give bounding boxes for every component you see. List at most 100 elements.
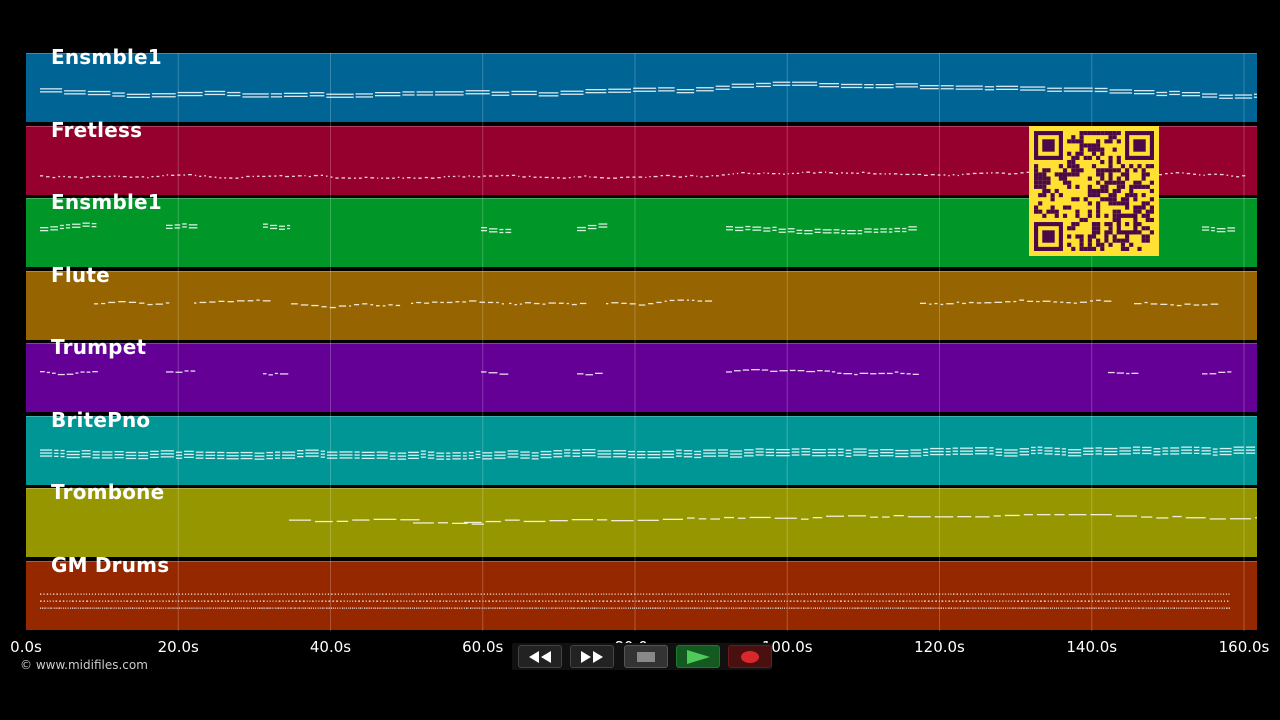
note bbox=[262, 175, 266, 178]
note bbox=[776, 607, 778, 609]
note bbox=[163, 593, 165, 595]
note bbox=[200, 593, 202, 595]
fast-forward-button[interactable] bbox=[570, 645, 614, 668]
note bbox=[1026, 593, 1028, 595]
note bbox=[659, 607, 661, 609]
note bbox=[1132, 452, 1141, 454]
note bbox=[489, 228, 498, 230]
note bbox=[1037, 446, 1043, 448]
note bbox=[806, 370, 816, 373]
note bbox=[1205, 607, 1207, 609]
note bbox=[597, 593, 599, 595]
note bbox=[373, 607, 375, 609]
note bbox=[1097, 607, 1099, 609]
note bbox=[833, 229, 840, 231]
note bbox=[352, 593, 354, 595]
note bbox=[562, 177, 566, 179]
note bbox=[178, 593, 180, 595]
note bbox=[425, 607, 427, 609]
note bbox=[179, 607, 181, 609]
note bbox=[929, 303, 932, 305]
note bbox=[1198, 607, 1200, 609]
note bbox=[325, 600, 327, 602]
note bbox=[375, 92, 401, 94]
note bbox=[1203, 607, 1205, 609]
note bbox=[1144, 301, 1148, 304]
note bbox=[737, 607, 739, 609]
note bbox=[471, 607, 473, 609]
note bbox=[1233, 446, 1244, 448]
note bbox=[567, 600, 569, 602]
note bbox=[1037, 449, 1043, 451]
note bbox=[488, 175, 493, 177]
note bbox=[481, 227, 487, 229]
note bbox=[1001, 172, 1005, 174]
note bbox=[1227, 230, 1236, 232]
note bbox=[391, 607, 393, 609]
note bbox=[1130, 607, 1132, 609]
note bbox=[1211, 230, 1215, 232]
note bbox=[919, 88, 939, 90]
note bbox=[251, 593, 254, 595]
note bbox=[753, 607, 755, 609]
note bbox=[804, 233, 813, 235]
note bbox=[638, 304, 646, 306]
time-axis: 0.0s20.0s40.0s60.0s80.0s100.0s120.0s140.… bbox=[0, 638, 1280, 658]
play-button[interactable] bbox=[676, 645, 720, 668]
note bbox=[1128, 593, 1130, 595]
note bbox=[1108, 371, 1115, 374]
note bbox=[441, 607, 443, 609]
note bbox=[46, 176, 50, 178]
note bbox=[568, 593, 570, 595]
note bbox=[235, 607, 237, 609]
note bbox=[381, 177, 384, 179]
note bbox=[558, 607, 560, 609]
note bbox=[435, 91, 464, 93]
note bbox=[764, 600, 766, 602]
note bbox=[1019, 448, 1029, 450]
note bbox=[948, 600, 951, 602]
note bbox=[879, 173, 882, 175]
note bbox=[389, 455, 396, 457]
note bbox=[293, 607, 295, 609]
note bbox=[1111, 600, 1114, 602]
note bbox=[1020, 86, 1046, 88]
note bbox=[888, 593, 890, 595]
note bbox=[1145, 607, 1147, 609]
note bbox=[1149, 607, 1151, 609]
note bbox=[364, 607, 365, 609]
note bbox=[242, 593, 244, 595]
rewind-button[interactable] bbox=[518, 645, 562, 668]
note bbox=[501, 303, 504, 305]
note bbox=[181, 593, 184, 595]
note bbox=[81, 607, 83, 609]
note bbox=[814, 231, 821, 233]
note bbox=[43, 607, 45, 609]
note bbox=[400, 600, 402, 602]
note bbox=[504, 607, 506, 609]
note bbox=[824, 370, 830, 372]
note bbox=[483, 175, 486, 177]
note bbox=[276, 607, 278, 609]
note bbox=[1020, 593, 1022, 595]
note bbox=[427, 454, 435, 456]
note bbox=[116, 593, 117, 595]
note bbox=[319, 593, 321, 595]
note bbox=[880, 607, 882, 609]
record-button[interactable] bbox=[728, 645, 772, 668]
stop-button[interactable] bbox=[624, 645, 668, 668]
note bbox=[423, 593, 424, 595]
note bbox=[1131, 372, 1139, 374]
note bbox=[234, 593, 236, 595]
note bbox=[694, 456, 702, 459]
note bbox=[763, 230, 771, 232]
note bbox=[305, 455, 319, 457]
note bbox=[188, 600, 190, 602]
note bbox=[885, 593, 887, 595]
note bbox=[1194, 607, 1196, 609]
note bbox=[207, 600, 209, 602]
note bbox=[1080, 600, 1083, 602]
note bbox=[647, 457, 661, 459]
note bbox=[558, 302, 564, 304]
note bbox=[495, 607, 497, 609]
